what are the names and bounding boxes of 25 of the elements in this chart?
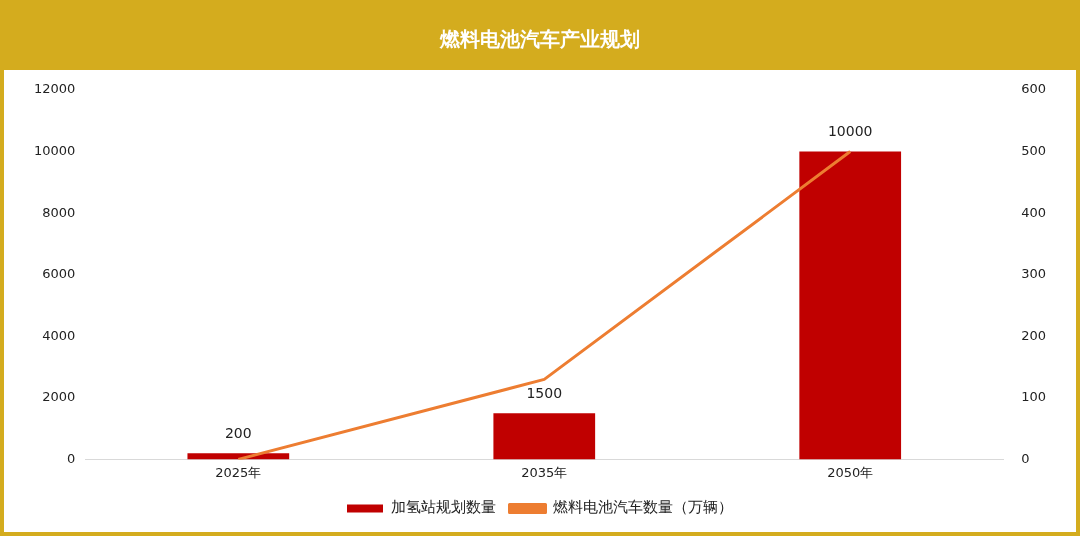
y2-tick-label: 200	[1021, 327, 1047, 343]
data-label: 10000	[827, 123, 873, 140]
data-label: 1500	[526, 384, 563, 401]
y-tick-label: 8000	[42, 204, 76, 220]
y2-tick-label: 100	[1021, 389, 1047, 405]
data-label: 200	[224, 424, 252, 441]
y2-tick-label: 300	[1021, 266, 1047, 282]
y-tick-label: 4000	[42, 327, 76, 343]
legend-label: 加氢站规划数量	[390, 498, 496, 517]
x-tick-label: 2025年	[215, 464, 262, 480]
y-tick-label: 6000	[42, 266, 76, 282]
y-tick-label: 0	[67, 450, 76, 466]
y2-tick-label: 500	[1021, 142, 1047, 158]
y-tick-label: 2000	[42, 389, 76, 405]
legend-label: 燃料电池汽车数量（万辆）	[553, 498, 733, 517]
y2-tick-label: 0	[1021, 450, 1030, 466]
x-tick-label: 2050年	[827, 464, 874, 480]
bar	[799, 151, 902, 460]
bar	[493, 413, 596, 460]
x-tick-label: 2035年	[521, 464, 568, 480]
y-tick-label: 10000	[34, 142, 76, 158]
y2-tick-label: 600	[1021, 81, 1047, 97]
y2-tick-label: 400	[1021, 204, 1047, 220]
y-tick-label: 12000	[34, 81, 76, 97]
chart-title: 燃料电池汽车产业规划	[438, 26, 641, 53]
